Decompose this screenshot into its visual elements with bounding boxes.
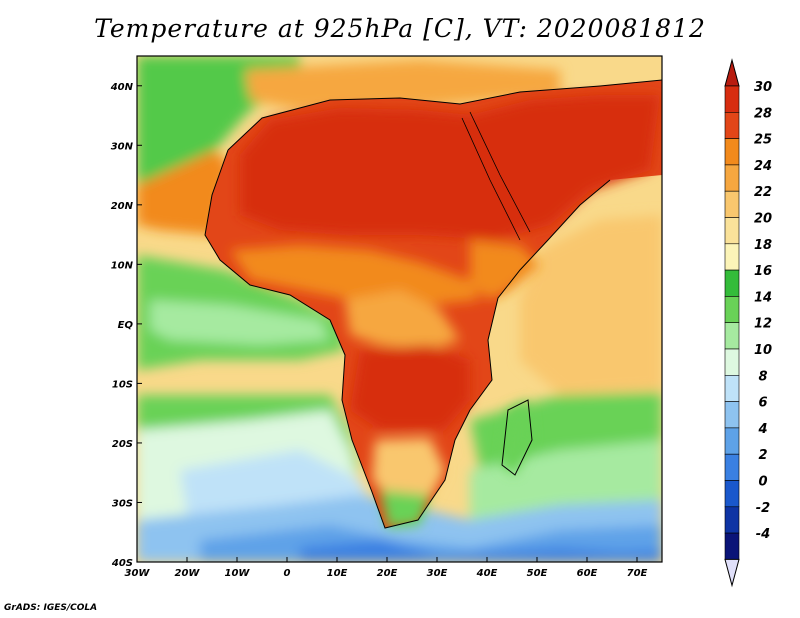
horn-orange — [470, 240, 540, 300]
colorbar-swatch — [724, 401, 740, 429]
colorbar-label: 14 — [754, 290, 772, 305]
colorbar-top-arrow — [724, 58, 740, 87]
colorbar-label: 4 — [757, 422, 767, 437]
colorbar-label: -4 — [756, 527, 770, 542]
colorbar-swatch — [724, 164, 740, 192]
plot-frame — [136, 55, 663, 563]
lat-label: 40S — [111, 558, 133, 569]
atlantic-warm-band — [137, 150, 230, 235]
longitude-axis: 30W 20W 10W 0 10E 20E 30E 40E 50E 60E 70E — [125, 557, 648, 579]
lat-label: 30S — [112, 498, 133, 509]
cape-cool — [380, 490, 430, 528]
madagascar-outline — [501, 399, 533, 476]
colorbar-label: 10 — [754, 343, 772, 358]
latitude-axis: 40N 30N 20N 10N EQ 10S 20S 30S 40S — [110, 82, 142, 569]
lon-label: 50E — [527, 568, 548, 579]
colorbar-swatch — [724, 112, 740, 139]
lat-label: 20N — [111, 201, 134, 212]
colorbar-label: 25 — [754, 133, 772, 148]
colorbar-swatch — [724, 348, 740, 376]
colorbar-swatch — [724, 190, 740, 218]
sahara-hot-core — [240, 95, 660, 240]
lon-label: 20W — [175, 568, 201, 579]
coastline — [204, 79, 662, 529]
sahel-orange — [230, 245, 480, 305]
south-africa-mild — [372, 438, 445, 505]
lon-label: 20E — [377, 568, 398, 579]
colorbar-swatch — [724, 322, 740, 350]
colorbar-label: 24 — [754, 159, 772, 174]
lat-label: 30N — [111, 141, 134, 152]
colorbar-swatch — [724, 243, 740, 271]
colorbar-swatch — [724, 296, 740, 323]
southern-ocean-core — [300, 540, 662, 562]
red-sea-outline — [461, 111, 531, 241]
map-title: Temperature at 925hPa [C], VT: 202008181… — [94, 14, 706, 43]
lat-label: 40N — [110, 82, 134, 93]
colorbar-label: 0 — [758, 475, 767, 490]
southern-africa-hot — [350, 345, 470, 430]
colorbar-label: 12 — [754, 317, 772, 332]
lon-label: 10W — [225, 568, 251, 579]
temperature-field — [137, 56, 662, 562]
colorbar-label: 2 — [758, 448, 767, 463]
colorbar-label: 22 — [754, 185, 772, 200]
lon-label: 30E — [427, 568, 448, 579]
colorbar-swatch — [724, 85, 740, 113]
lon-label: 70E — [627, 568, 648, 579]
colorbar-swatch — [724, 453, 740, 481]
colorbar-label: 8 — [758, 369, 767, 384]
colorbar-label: -2 — [756, 501, 770, 516]
grads-credit: GrADS: IGES/COLA — [4, 603, 98, 613]
lon-label: 40E — [476, 568, 498, 579]
lat-label: 20S — [112, 439, 133, 450]
colorbar-label: 6 — [758, 396, 767, 411]
central-africa-orange — [345, 290, 460, 350]
lat-label: 10N — [111, 260, 134, 271]
madagascar-green — [502, 400, 532, 475]
colorbar-swatch — [724, 532, 740, 560]
colorbar-label: 20 — [754, 212, 772, 227]
indian-ocean-warm — [520, 215, 662, 395]
lon-label: 0 — [284, 568, 291, 579]
colorbar-swatch — [724, 269, 740, 297]
lon-label: 60E — [577, 568, 598, 579]
lat-label: EQ — [118, 320, 134, 331]
lon-label: 30W — [125, 568, 151, 579]
colorbar-swatch — [724, 138, 740, 166]
colorbar-label: 28 — [754, 106, 772, 121]
mediterranean-warm — [245, 60, 560, 110]
gulf-guinea-light-green — [150, 300, 330, 345]
colorbar-swatch — [724, 506, 740, 534]
lat-label: 10S — [112, 379, 133, 390]
colorbar-swatch — [724, 480, 740, 508]
colorbar-label: 18 — [754, 238, 772, 253]
colorbar-swatch — [724, 217, 740, 245]
colorbar-bottom-arrow — [724, 558, 740, 588]
colorbar-swatch — [724, 427, 740, 455]
colorbar-label: 30 — [754, 80, 772, 95]
lon-label: 10E — [327, 568, 348, 579]
colorbar-swatch — [724, 374, 740, 402]
colorbar-label: 16 — [754, 264, 772, 279]
